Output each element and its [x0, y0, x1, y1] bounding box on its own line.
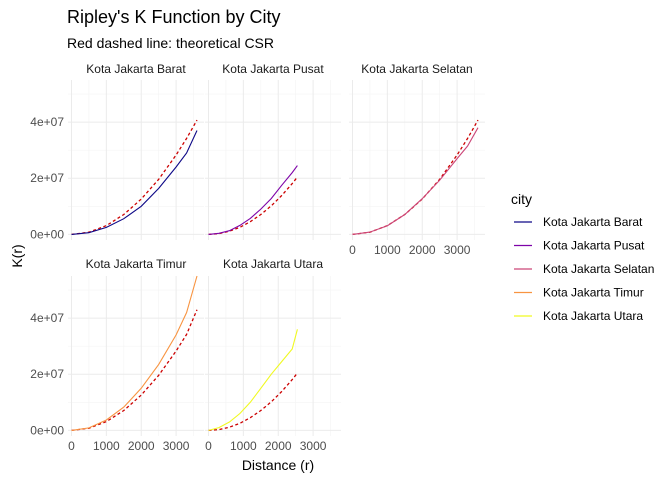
facet-panel: Kota Jakarta Timur 0e+00 2e+07 4e+07 0 1000 20… — [30, 257, 204, 453]
y-tick-label: 0e+00 — [30, 423, 64, 437]
x-tick-label: 2000 — [128, 439, 155, 453]
legend-item-label: Kota Jakarta Timur — [543, 286, 644, 300]
x-tick-label: 0 — [349, 243, 356, 257]
facet-panel: Kota Jakarta Pusat — [205, 62, 341, 240]
observed-k-line — [71, 130, 198, 235]
x-tick-label: 1000 — [93, 439, 120, 453]
chart-subtitle: Red dashed line: theoretical CSR — [67, 35, 274, 51]
x-tick-label: 0 — [68, 439, 75, 453]
theoretical-csr-line — [71, 119, 198, 236]
theoretical-csr-line — [208, 176, 298, 236]
x-tick-label: 0 — [205, 439, 212, 453]
legend-item-label: Kota Jakarta Barat — [543, 215, 643, 229]
theoretical-csr-line — [71, 309, 198, 432]
facet-panel: Kota Jakarta Utara 0 1000 2000 3000 — [205, 257, 341, 453]
y-tick-label: 4e+07 — [30, 311, 64, 325]
y-tick-label: 0e+00 — [30, 227, 64, 241]
x-tick-label: 3000 — [300, 439, 327, 453]
observed-k-line — [208, 329, 298, 431]
legend-item-label: Kota Jakarta Pusat — [543, 239, 645, 253]
x-tick-label: 1000 — [230, 439, 257, 453]
y-tick-label: 2e+07 — [30, 171, 64, 185]
y-tick-label: 2e+07 — [30, 367, 64, 381]
y-axis-title: K(r) — [9, 244, 25, 267]
facet-strip-label: Kota Jakarta Timur — [86, 257, 187, 271]
x-axis-title: Distance (r) — [242, 457, 314, 473]
legend-title: city — [511, 191, 532, 207]
x-tick-label: 2000 — [265, 439, 292, 453]
chart-title: Ripley's K Function by City — [67, 7, 281, 27]
x-tick-label: 2000 — [409, 243, 436, 257]
observed-k-line — [352, 127, 479, 235]
legend-item-label: Kota Jakarta Utara — [543, 309, 643, 323]
observed-k-line — [208, 165, 298, 235]
theoretical-csr-line — [208, 372, 298, 432]
facet-strip-label: Kota Jakarta Utara — [223, 257, 323, 271]
x-tick-label: 1000 — [374, 243, 401, 257]
y-tick-label: 4e+07 — [30, 115, 64, 129]
facet-strip-label: Kota Jakarta Selatan — [361, 62, 472, 76]
facet-strip-label: Kota Jakarta Pusat — [222, 62, 324, 76]
facet-panel: Kota Jakarta Selatan 0 1000 2000 3000 — [349, 62, 485, 257]
facet-panel: Kota Jakarta Barat 0e+00 2e+07 4e+07 — [30, 62, 204, 241]
observed-k-line — [71, 275, 198, 431]
legend-item-label: Kota Jakarta Selatan — [543, 262, 654, 276]
legend: city Kota Jakarta Barat Kota Jakarta Pusa… — [511, 191, 654, 323]
theoretical-csr-line — [352, 119, 479, 236]
x-tick-label: 3000 — [163, 439, 190, 453]
x-tick-label: 3000 — [444, 243, 471, 257]
facet-strip-label: Kota Jakarta Barat — [86, 62, 186, 76]
